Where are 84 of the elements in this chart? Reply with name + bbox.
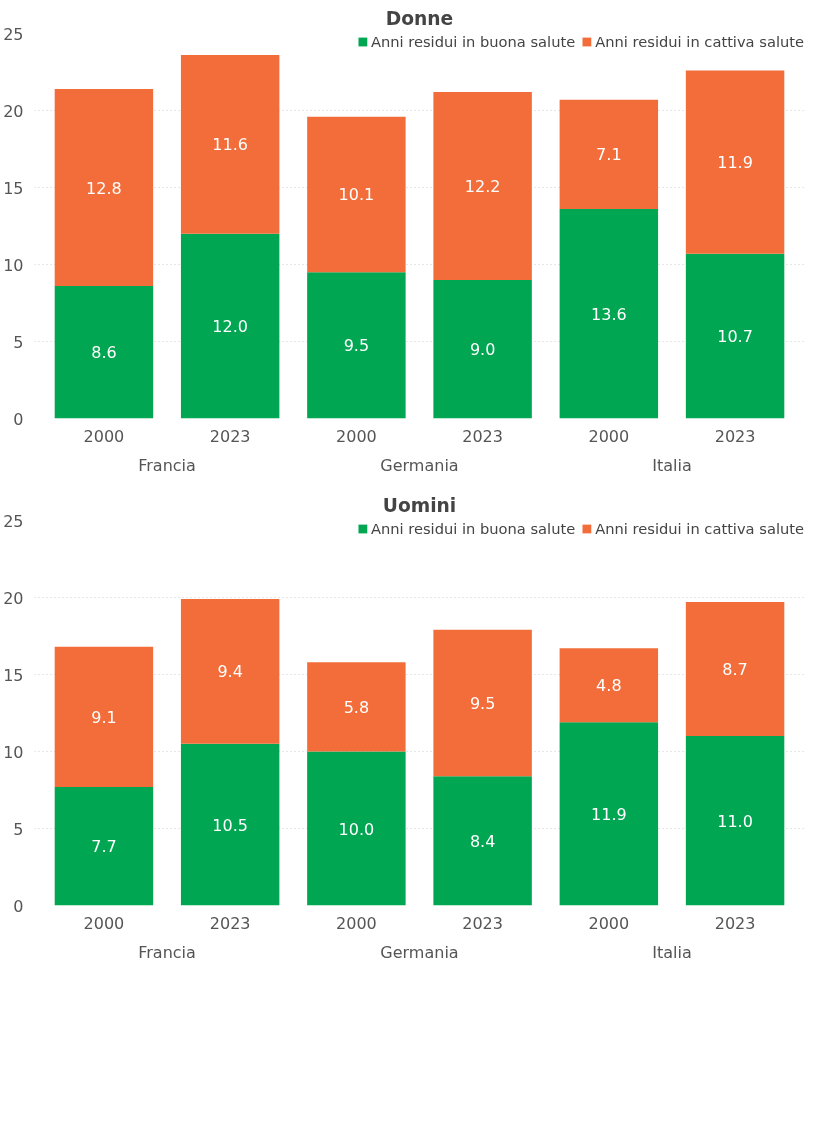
bar — [559, 722, 659, 906]
bar — [180, 599, 280, 744]
data-label: 12.2 — [464, 176, 501, 196]
text: Italia — [652, 942, 692, 962]
data-label: 9.0 — [469, 340, 496, 360]
data-label: 8.6 — [91, 343, 117, 363]
text: Italia — [652, 455, 692, 475]
y-tick-label: 20 — [3, 588, 24, 608]
y-tick-label: 5 — [13, 819, 24, 839]
x-tick-label: 2023 — [462, 913, 503, 933]
legend-label: Anni residui in cattiva salute — [595, 33, 804, 50]
data-label: 7.1 — [596, 145, 622, 165]
bar — [307, 116, 406, 273]
data-label: 9.5 — [469, 693, 496, 713]
chart-title: Uomini — [382, 494, 457, 516]
x-tick-label: 2023 — [209, 426, 251, 446]
data-label: 12.8 — [86, 178, 122, 198]
y-tick-label: 5 — [13, 332, 24, 352]
data-label: 10.7 — [717, 327, 753, 347]
x-tick-label: 2000 — [588, 913, 630, 933]
text: Francia — [138, 942, 196, 962]
bar — [433, 279, 532, 419]
y-tick-label: 25 — [3, 24, 24, 44]
y-tick-label: 10 — [3, 742, 24, 762]
legend-label: Anni residui in buona salute — [370, 520, 576, 537]
bar — [685, 736, 785, 906]
bar — [54, 786, 154, 906]
data-label: 11.9 — [717, 153, 753, 173]
text: Germania — [380, 455, 459, 475]
bar — [433, 92, 532, 280]
data-label: 10.0 — [338, 819, 375, 839]
x-tick-label: 2000 — [83, 913, 125, 933]
legend-label: Anni residui in buona salute — [370, 33, 576, 50]
bar — [307, 662, 406, 752]
data-label: 4.8 — [596, 676, 622, 696]
bar — [559, 648, 659, 723]
x-tick-label: 2023 — [209, 913, 251, 933]
legend-label: Anni residui in cattiva salute — [595, 520, 804, 537]
data-label: 10.1 — [338, 185, 375, 205]
x-tick-label: 2023 — [714, 913, 756, 933]
y-tick-label: 20 — [3, 101, 24, 121]
y-tick-label: 15 — [3, 178, 24, 198]
data-label: 8.7 — [722, 660, 748, 680]
bar — [307, 272, 406, 419]
bar — [54, 646, 154, 787]
text: Germania — [380, 942, 459, 962]
x-tick-label: 2000 — [336, 913, 377, 933]
bar — [54, 88, 154, 287]
data-label: 11.9 — [591, 804, 627, 824]
bar — [685, 70, 785, 254]
bar — [307, 751, 406, 906]
bar — [180, 233, 280, 419]
bar — [433, 629, 532, 777]
bar — [559, 99, 659, 210]
data-label: 10.5 — [212, 815, 248, 835]
x-tick-label: 2000 — [83, 426, 125, 446]
data-label: 5.8 — [343, 697, 370, 717]
bar — [559, 209, 659, 419]
data-label: 11.0 — [717, 811, 753, 831]
data-label: 7.7 — [91, 837, 117, 857]
data-label: 9.1 — [91, 707, 117, 727]
x-tick-label: 2023 — [462, 426, 503, 446]
bar — [180, 743, 280, 906]
data-label: 8.4 — [469, 831, 496, 851]
text: Francia — [138, 455, 196, 475]
bar — [685, 253, 785, 419]
x-tick-label: 2023 — [714, 426, 756, 446]
data-label: 13.6 — [591, 304, 627, 324]
data-label: 11.6 — [212, 135, 248, 155]
bar — [180, 55, 280, 234]
chart-title: Donne — [385, 7, 454, 29]
x-tick-label: 2000 — [336, 426, 377, 446]
y-tick-label: 0 — [13, 896, 24, 916]
y-tick-label: 10 — [3, 255, 24, 275]
data-label: 12.0 — [212, 317, 248, 337]
y-tick-label: 25 — [3, 511, 24, 531]
bar — [433, 776, 532, 906]
y-tick-label: 0 — [13, 409, 24, 429]
bar — [685, 602, 785, 737]
x-tick-label: 2000 — [588, 426, 630, 446]
data-label: 9.5 — [343, 336, 370, 356]
data-label: 9.4 — [217, 662, 243, 682]
bar — [54, 286, 154, 419]
y-tick-label: 15 — [3, 665, 24, 685]
